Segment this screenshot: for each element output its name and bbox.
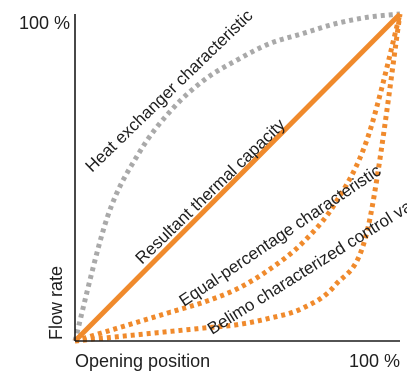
- x-axis-label: Opening position: [75, 351, 210, 371]
- equal-percentage-curve: [74, 13, 403, 344]
- resultant-thermal-capacity-line: [73, 12, 402, 343]
- heat-exchanger-curve: [72, 11, 401, 342]
- x-tick-label: 100 %: [349, 351, 400, 371]
- belimo-valve-curve: [74, 13, 403, 344]
- y-axis-label: Flow rate: [46, 266, 66, 340]
- y-tick-label: 100 %: [19, 13, 70, 33]
- heat-exchanger-label: Heat exchanger characteristic: [82, 6, 257, 176]
- series-layer: [72, 11, 403, 344]
